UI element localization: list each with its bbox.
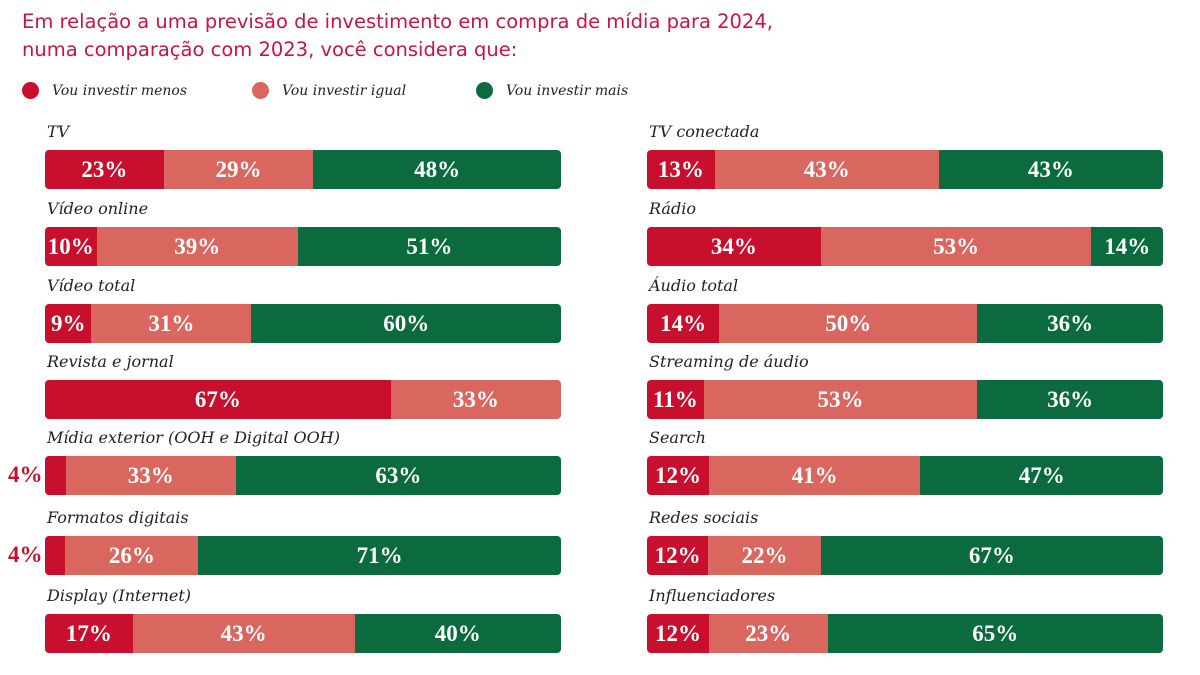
bar-segment: 43% xyxy=(714,150,939,189)
stacked-bar: 67% 33% xyxy=(45,380,561,419)
bar-segment: 33% xyxy=(65,456,236,495)
bar-segment: 47% xyxy=(920,456,1163,495)
category-label: TV conectada xyxy=(649,122,760,141)
legend-item: Vou investir menos xyxy=(22,82,252,99)
category-label: Influenciadores xyxy=(649,586,776,605)
bar-segment: 12% xyxy=(647,456,709,495)
chart-title: Em relação a uma previsão de investiment… xyxy=(22,10,773,61)
stacked-bar: 13% 43% 43% xyxy=(647,150,1163,189)
category-label: TV xyxy=(47,122,70,141)
stacked-bar: 33% 63% xyxy=(45,456,561,495)
bar-segment: 67% xyxy=(820,536,1163,575)
legend-label: Vou investir menos xyxy=(52,82,188,99)
bar-segment: 65% xyxy=(827,614,1163,653)
bar-segment: 12% xyxy=(647,614,709,653)
category-label: Revista e jornal xyxy=(47,352,174,371)
bar-segment: 43% xyxy=(132,614,355,653)
bar-segment: 17% xyxy=(45,614,133,653)
bar-segment: 9% xyxy=(45,304,92,343)
category-label: Mídia exterior (OOH e Digital OOH) xyxy=(47,428,340,447)
bar-segment: 63% xyxy=(235,456,561,495)
bar-segment: 13% xyxy=(647,150,715,189)
bar-segment: 43% xyxy=(938,150,1163,189)
legend-dot-icon xyxy=(252,82,269,99)
bar-segment: 53% xyxy=(703,380,978,419)
category-label: Rádio xyxy=(649,199,696,218)
bar-segment xyxy=(45,536,66,575)
legend-item: Vou investir mais xyxy=(476,82,676,99)
stacked-bar: 23% 29% 48% xyxy=(45,150,561,189)
bar-segment: 51% xyxy=(297,227,561,266)
bar-segment: 14% xyxy=(647,304,720,343)
legend: Vou investir menos Vou investir igual Vou … xyxy=(22,82,676,99)
stacked-bar: 12% 41% 47% xyxy=(647,456,1163,495)
legend-label: Vou investir mais xyxy=(506,82,629,99)
bar-segment: 23% xyxy=(708,614,828,653)
stacked-bar: 34% 53% 14% xyxy=(647,227,1163,266)
bar-segment: 39% xyxy=(96,227,298,266)
bar-segment: 50% xyxy=(719,304,978,343)
bar-segment: 14% xyxy=(1091,227,1163,266)
stacked-bar: 14% 50% 36% xyxy=(647,304,1163,343)
category-label: Display (Internet) xyxy=(47,586,192,605)
category-label: Vídeo total xyxy=(47,276,136,295)
bar-segment: 10% xyxy=(45,227,97,266)
stacked-bar: 12% 23% 65% xyxy=(647,614,1163,653)
bar-segment: 67% xyxy=(45,380,391,419)
bar-segment: 53% xyxy=(820,227,1092,266)
bar-segment: 36% xyxy=(977,304,1163,343)
legend-label: Vou investir igual xyxy=(282,82,407,99)
bar-segment: 60% xyxy=(251,304,561,343)
stacked-bar: 11% 53% 36% xyxy=(647,380,1163,419)
stacked-bar: 9% 31% 60% xyxy=(45,304,561,343)
legend-dot-icon xyxy=(476,82,493,99)
bar-segment: 22% xyxy=(708,536,821,575)
category-label: Redes sociais xyxy=(649,508,759,527)
bar-segment: 34% xyxy=(647,227,821,266)
bar-segment: 40% xyxy=(354,614,561,653)
bar-segment xyxy=(45,456,66,495)
stacked-bar: 10% 39% 51% xyxy=(45,227,561,266)
legend-item: Vou investir igual xyxy=(252,82,476,99)
bar-segment: 31% xyxy=(91,304,252,343)
bar-segment: 23% xyxy=(45,150,164,189)
category-label: Vídeo online xyxy=(47,199,149,218)
data-label: 4% xyxy=(8,462,43,487)
category-label: Search xyxy=(649,428,706,447)
category-label: Streaming de áudio xyxy=(649,352,809,371)
bar-segment: 48% xyxy=(313,150,561,189)
stacked-bar: 12% 22% 67% xyxy=(647,536,1163,575)
stacked-bar: 17% 43% 40% xyxy=(45,614,561,653)
bar-segment: 12% xyxy=(647,536,709,575)
category-label: Formatos digitais xyxy=(47,508,189,527)
bar-segment: 11% xyxy=(647,380,704,419)
bar-segment: 41% xyxy=(708,456,921,495)
bar-segment: 36% xyxy=(977,380,1163,419)
bar-segment: 71% xyxy=(198,536,561,575)
stacked-bar: 26% 71% xyxy=(45,536,561,575)
legend-dot-icon xyxy=(22,82,39,99)
bar-segment: 29% xyxy=(163,150,314,189)
data-label: 4% xyxy=(8,542,43,567)
category-label: Áudio total xyxy=(649,276,739,295)
bar-segment: 26% xyxy=(65,536,199,575)
bar-segment: 33% xyxy=(390,380,561,419)
